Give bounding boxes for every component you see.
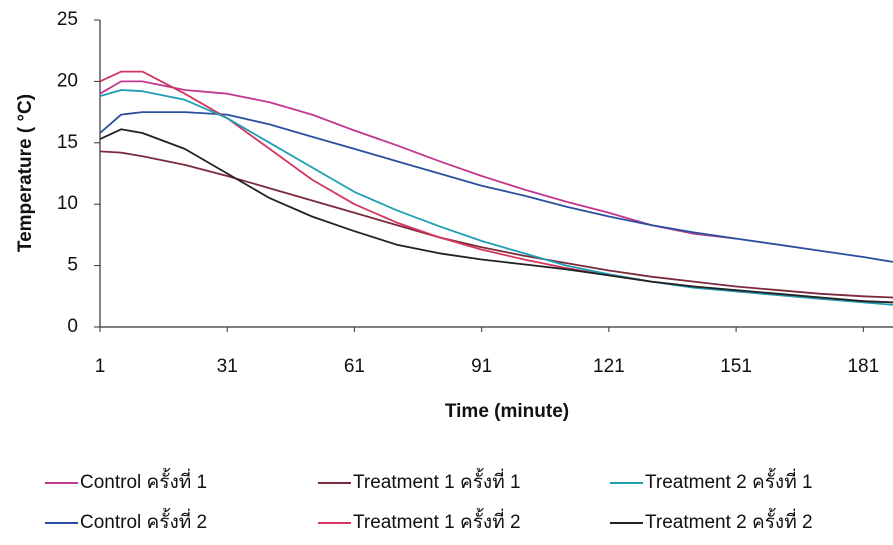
x-tick-label: 61 <box>344 356 365 377</box>
legend-label: Treatment 2 ครั้งที่ 2 <box>645 508 813 533</box>
legend-label: Treatment 2 ครั้งที่ 1 <box>645 468 813 493</box>
legend-label: Treatment 1 ครั้งที่ 2 <box>353 508 521 533</box>
y-tick-label: 0 <box>67 316 78 337</box>
y-tick-label: 5 <box>67 255 78 276</box>
x-tick-label: 121 <box>593 356 625 377</box>
x-tick-label: 181 <box>847 356 879 377</box>
x-tick-label: 91 <box>471 356 492 377</box>
legend-label: Control ครั้งที่ 2 <box>80 508 207 533</box>
y-tick-label: 25 <box>57 9 78 30</box>
x-tick-label: 31 <box>217 356 238 377</box>
legend-label: Control ครั้งที่ 1 <box>80 468 207 493</box>
x-axis-title: Time (minute) <box>445 401 569 422</box>
y-tick-label: 15 <box>57 132 78 153</box>
y-tick-label: 20 <box>57 70 78 91</box>
series-line <box>99 111 893 263</box>
legend-label: Treatment 1 ครั้งที่ 1 <box>353 468 521 493</box>
series-line <box>99 150 893 299</box>
y-axis-title: Temperature ( °C) <box>15 94 36 252</box>
series-line <box>99 89 893 306</box>
series-line <box>99 70 893 304</box>
series-line <box>99 128 893 304</box>
x-tick-label: 1 <box>95 356 106 377</box>
y-tick-label: 10 <box>57 193 78 214</box>
x-tick-label: 151 <box>720 356 752 377</box>
